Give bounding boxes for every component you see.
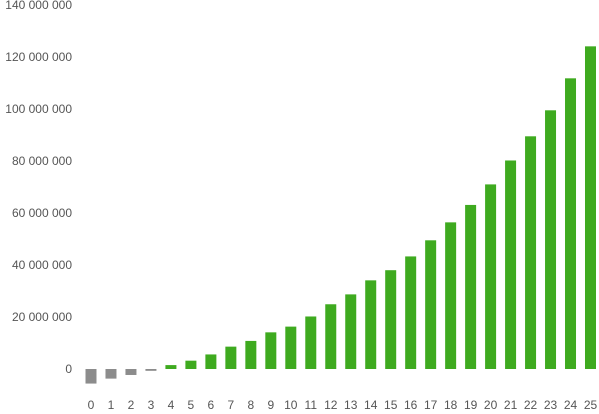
x-tick-label: 18 (444, 398, 458, 409)
bar-18 (445, 222, 457, 369)
x-tick-label: 16 (404, 398, 418, 409)
bar-20 (485, 184, 497, 369)
x-tick-label: 10 (284, 398, 298, 409)
bar-14 (365, 280, 377, 369)
x-tick-label: 13 (344, 398, 358, 409)
x-axis-tick-labels: 0 1 2 3 4 5 6 7 8 9 10 11 12 13 14 15 16 17 18 19 20 21 22 23 24… (88, 398, 598, 412)
bar-10 (285, 326, 297, 369)
bar-1 (105, 369, 117, 379)
x-tick-label: 9 (267, 398, 274, 409)
bar-7 (225, 346, 237, 369)
x-tick-label: 23 (544, 398, 558, 409)
x-tick-label: 25 (584, 398, 598, 409)
x-tick-label: 15 (384, 398, 398, 409)
x-tick-label: 12 (324, 398, 338, 409)
y-tick-label: 140 000 000 (5, 0, 72, 12)
bar-23 (545, 110, 557, 370)
x-tick-label: 24 (564, 398, 578, 409)
bar-3 (145, 369, 157, 371)
bar-9 (265, 332, 277, 369)
bar-22 (525, 136, 537, 369)
bar-24 (565, 78, 577, 369)
x-tick-label: 8 (247, 398, 254, 409)
bar-6 (205, 354, 217, 369)
bar-5 (185, 360, 197, 369)
bar-25 (585, 46, 596, 370)
x-tick-label: 21 (504, 398, 518, 409)
x-tick-label: 22 (524, 398, 538, 409)
bar-2 (125, 369, 137, 375)
x-tick-label: 6 (208, 398, 215, 409)
bar-11 (305, 316, 317, 369)
y-tick-label: 40 000 000 (12, 258, 72, 272)
x-tick-label: 11 (305, 398, 318, 409)
bar-4 (165, 365, 177, 369)
y-tick-label: 20 000 000 (12, 310, 72, 324)
x-tick-label: 14 (364, 398, 378, 409)
x-tick-label: 4 (168, 398, 175, 409)
x-tick-label: 5 (188, 398, 195, 409)
bar-19 (465, 204, 477, 369)
bar-12 (325, 304, 337, 369)
x-tick-label: 1 (108, 398, 115, 409)
x-tick-label: 7 (228, 398, 235, 409)
bar-13 (345, 294, 357, 369)
y-axis-tick-labels: 0 20 000 000 40 000 000 60 000 000 80 000 00… (5, 0, 72, 376)
bar-16 (405, 256, 417, 369)
bar-15 (385, 270, 397, 369)
x-tick-label: 19 (464, 398, 478, 409)
y-tick-label: 60 000 000 (12, 206, 72, 220)
x-tick-label: 3 (148, 398, 155, 409)
y-tick-label: 80 000 000 (12, 154, 72, 168)
x-tick-label: 17 (424, 398, 438, 409)
y-tick-label: 100 000 000 (5, 102, 72, 116)
y-tick-label: 0 (65, 362, 72, 376)
x-tick-label: 0 (88, 398, 95, 409)
y-tick-label: 120 000 000 (5, 50, 72, 64)
bar-series (85, 46, 596, 384)
bar-8 (245, 340, 257, 369)
bar-21 (505, 160, 517, 369)
bar-17 (425, 240, 437, 369)
bar-0 (85, 369, 97, 384)
x-tick-label: 20 (484, 398, 498, 409)
x-tick-label: 2 (128, 398, 135, 409)
